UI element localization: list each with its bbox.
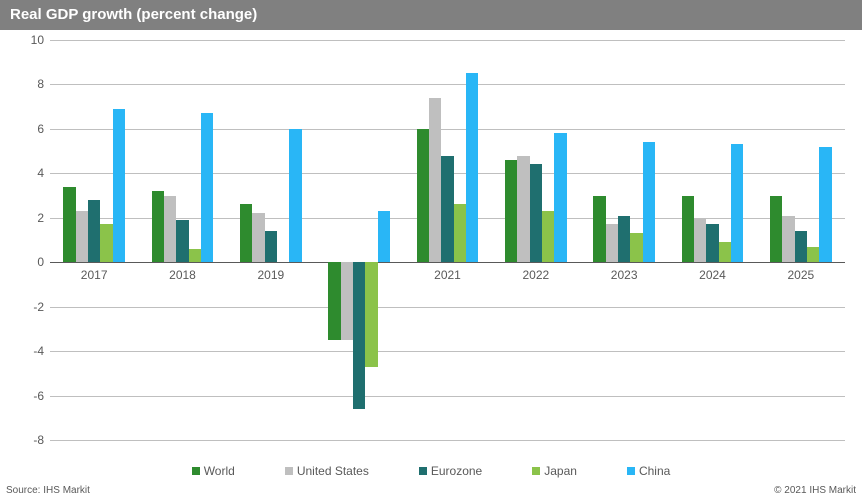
bar xyxy=(606,224,618,262)
bar xyxy=(466,73,478,262)
bar xyxy=(152,191,164,262)
bar xyxy=(164,196,176,263)
bar xyxy=(88,200,100,262)
legend-label: China xyxy=(639,464,670,478)
y-tick-label: 6 xyxy=(37,122,44,136)
legend-swatch xyxy=(285,467,293,475)
legend-item: World xyxy=(192,464,235,478)
gridline xyxy=(50,129,845,130)
bar xyxy=(630,233,642,262)
bar xyxy=(795,231,807,262)
bar xyxy=(378,211,390,262)
legend-item: China xyxy=(627,464,670,478)
legend-item: United States xyxy=(285,464,369,478)
x-tick-label: 2021 xyxy=(434,268,461,282)
legend-swatch xyxy=(419,467,427,475)
bar xyxy=(201,113,213,262)
bar xyxy=(113,109,125,262)
y-tick-label: 8 xyxy=(37,77,44,91)
bar xyxy=(719,242,731,262)
legend-label: Eurozone xyxy=(431,464,482,478)
gridline xyxy=(50,440,845,441)
y-tick-label: 10 xyxy=(31,33,44,47)
bar xyxy=(341,262,353,340)
bar xyxy=(542,211,554,262)
legend-label: United States xyxy=(297,464,369,478)
x-tick-label: 2022 xyxy=(522,268,549,282)
gridline xyxy=(50,351,845,352)
bar xyxy=(530,164,542,262)
y-tick-label: 0 xyxy=(37,255,44,269)
bar xyxy=(429,98,441,262)
legend-swatch xyxy=(627,467,635,475)
bar xyxy=(731,144,743,262)
bar xyxy=(517,156,529,263)
legend-label: Japan xyxy=(544,464,577,478)
bar xyxy=(782,216,794,263)
bar xyxy=(593,196,605,263)
y-tick-label: -2 xyxy=(33,300,44,314)
bar xyxy=(252,213,264,262)
y-tick-label: 2 xyxy=(37,211,44,225)
source-text: Source: IHS Markit xyxy=(6,485,90,496)
bar xyxy=(643,142,655,262)
gridline xyxy=(50,307,845,308)
chart-title: Real GDP growth (percent change) xyxy=(0,0,862,32)
legend-label: World xyxy=(204,464,235,478)
bar xyxy=(240,204,252,262)
legend-item: Eurozone xyxy=(419,464,482,478)
gridline xyxy=(50,396,845,397)
bar xyxy=(554,133,566,262)
zero-line xyxy=(50,262,845,263)
bar xyxy=(770,196,782,263)
bar xyxy=(819,147,831,263)
bar xyxy=(365,262,377,366)
bar xyxy=(63,187,75,263)
gridline xyxy=(50,84,845,85)
x-tick-label: 2025 xyxy=(787,268,814,282)
x-tick-label: 2024 xyxy=(699,268,726,282)
y-tick-label: -8 xyxy=(33,433,44,447)
bar xyxy=(694,218,706,262)
gridline xyxy=(50,40,845,41)
legend-swatch xyxy=(532,467,540,475)
x-tick-label: 2019 xyxy=(257,268,284,282)
bar xyxy=(682,196,694,263)
bar xyxy=(417,129,429,262)
bar xyxy=(618,216,630,263)
plot-area: -8-6-4-202468102017201820192020202120222… xyxy=(50,40,845,440)
bar xyxy=(265,231,277,262)
bar xyxy=(505,160,517,262)
bar xyxy=(328,262,340,340)
bar xyxy=(353,262,365,409)
legend-swatch xyxy=(192,467,200,475)
copyright-text: © 2021 IHS Markit xyxy=(774,485,856,496)
bar xyxy=(76,211,88,262)
legend-item: Japan xyxy=(532,464,577,478)
bar xyxy=(706,224,718,262)
bar xyxy=(176,220,188,262)
bar xyxy=(100,224,112,262)
legend: World United States Eurozone Japan China xyxy=(0,464,862,478)
x-tick-label: 2023 xyxy=(611,268,638,282)
bar xyxy=(289,129,301,262)
bar xyxy=(189,249,201,262)
bar xyxy=(454,204,466,262)
x-tick-label: 2017 xyxy=(81,268,108,282)
y-tick-label: -6 xyxy=(33,389,44,403)
y-tick-label: -4 xyxy=(33,344,44,358)
bar xyxy=(807,247,819,263)
x-tick-label: 2018 xyxy=(169,268,196,282)
bar xyxy=(441,156,453,263)
y-tick-label: 4 xyxy=(37,166,44,180)
chart-frame: Real GDP growth (percent change) -8 -6 -4 -… xyxy=(0,0,862,500)
